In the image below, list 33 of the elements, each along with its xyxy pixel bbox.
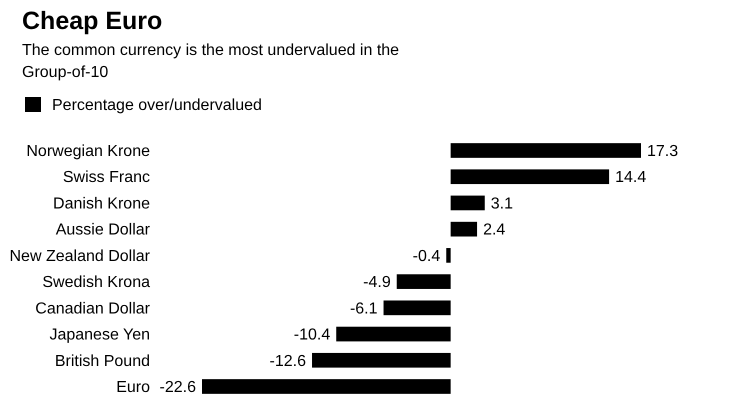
bar (312, 352, 451, 368)
data-label: 14.4 (615, 169, 646, 186)
chart-subtitle: The common currency is the most undervalued in the Group-of-10 (22, 42, 400, 81)
data-label: -0.4 (412, 248, 440, 265)
data-label: 2.4 (483, 222, 506, 239)
data-label: -6.1 (350, 300, 378, 318)
y-tick-label: British Pound (54, 352, 150, 370)
data-label: -22.6 (160, 379, 196, 396)
y-tick-label: Canadian Dollar (35, 300, 151, 318)
y-tick-label: Euro (116, 379, 150, 396)
y-tick-label: Swedish Krona (42, 274, 150, 292)
y-tick-label: Aussie Dollar (56, 222, 151, 239)
data-label: -12.6 (270, 352, 306, 370)
data-label: 3.1 (490, 195, 514, 212)
data-label: 17.3 (647, 143, 678, 160)
bar (396, 274, 451, 289)
y-tick-label: New Zealand Dollar (9, 248, 151, 265)
y-tick-label: Norwegian Krone (26, 143, 150, 160)
y-tick-label: Swiss Franc (62, 169, 150, 186)
bar (384, 300, 451, 316)
bar (450, 196, 485, 210)
bar (450, 222, 478, 237)
bar (450, 143, 641, 158)
y-tick-label: Danish Krone (53, 195, 150, 212)
bar (446, 248, 451, 263)
legend-label: Percentage over/undervalued (52, 97, 262, 114)
bar (202, 379, 451, 394)
data-label: -4.9 (363, 274, 391, 292)
bar (336, 326, 451, 342)
chart-title: Cheap Euro (22, 7, 162, 35)
bar (450, 169, 610, 184)
y-tick-label: Japanese Yen (49, 326, 150, 344)
data-label: -10.4 (294, 326, 330, 344)
